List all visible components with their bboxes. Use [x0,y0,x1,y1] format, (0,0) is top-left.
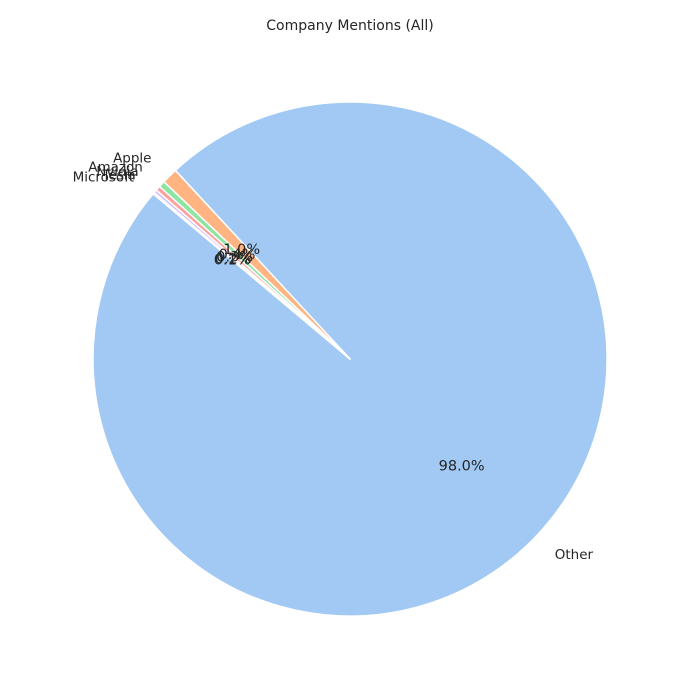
slice-percent-tesla: 0.2% [215,251,252,267]
slice-microsoft [152,191,351,360]
slice-label-nvidia: Nvidia [96,164,138,180]
pie-slices [92,101,608,617]
slice-percent-microsoft: 0.1% [214,253,251,269]
slice-label-amazon: Amazon [88,160,143,176]
slice-percent-nvidia: 0.3% [216,250,253,266]
slice-label-apple: Apple [113,151,151,167]
slice-percent-apple: 1.0% [223,242,260,258]
slice-label-tesla: Tesla [101,168,135,184]
slice-label-other: Other [555,547,594,563]
slice-percent-other: 98.0% [439,458,485,474]
chart-title: Company Mentions (All) [266,18,433,34]
pie-labels: Other 98.0% Apple 1.0% Amazon 0.4% Nvidia 0.3% T… [73,151,594,563]
slice-label-microsoft: Microsoft [73,170,134,186]
slice-percent-amazon: 0.4% [219,247,256,263]
